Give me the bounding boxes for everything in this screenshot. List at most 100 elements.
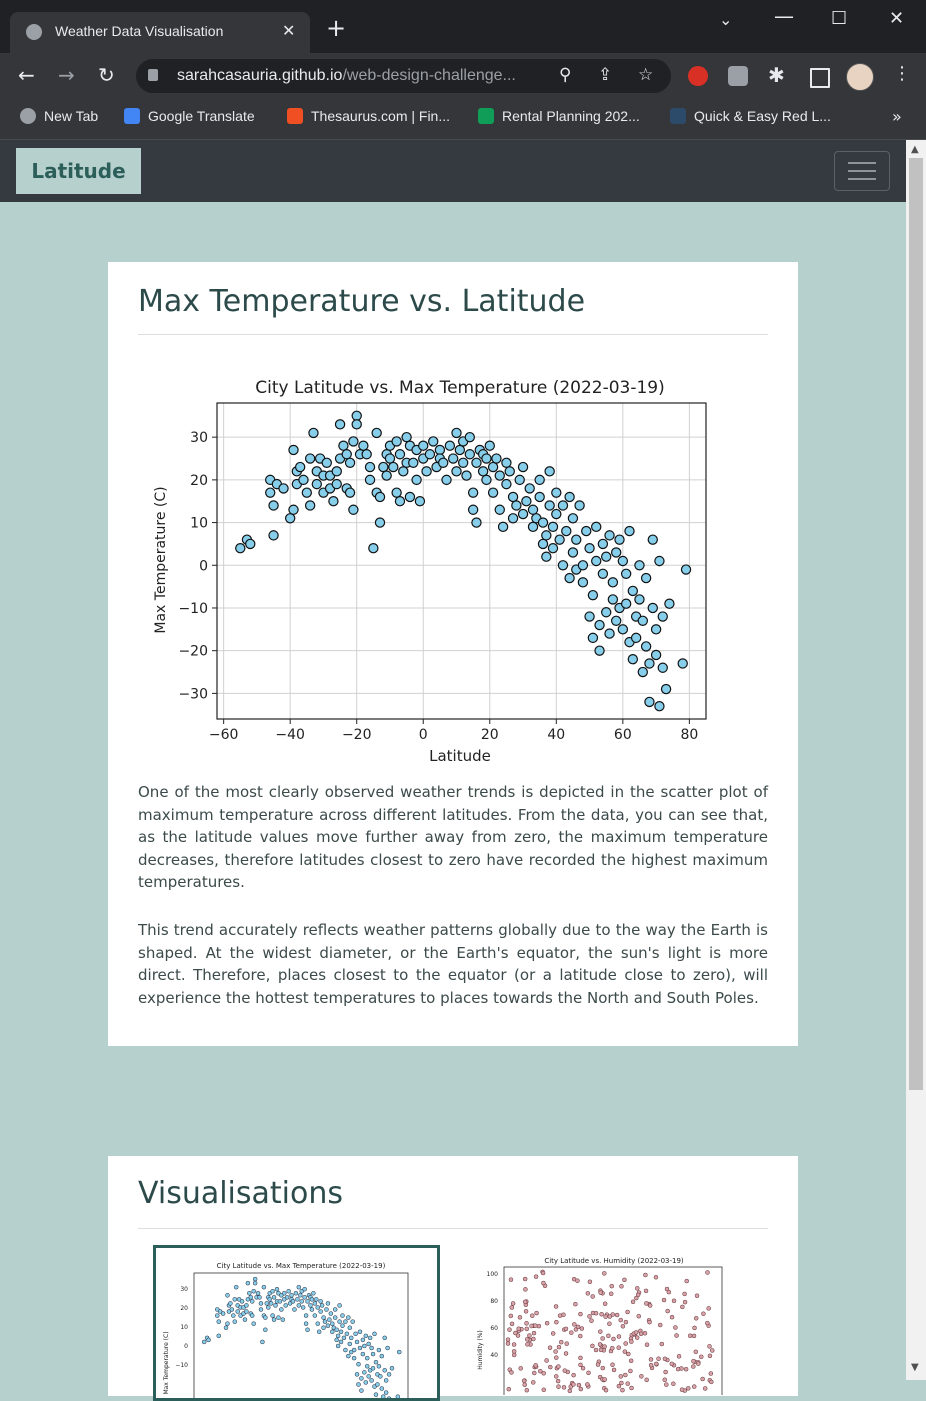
thumbnail-point <box>524 1337 530 1342</box>
thumbnail-point <box>541 1387 547 1393</box>
thumbnail-point <box>508 1313 514 1319</box>
adblock-extension-icon[interactable] <box>688 66 708 86</box>
x-tick-label: −20 <box>342 727 372 743</box>
data-point <box>441 474 452 486</box>
data-point <box>497 521 509 533</box>
share-icon[interactable]: ⇪ <box>598 65 613 85</box>
thumbnail-point <box>643 1272 648 1278</box>
thumbnail-point <box>511 1342 517 1347</box>
data-point <box>597 568 609 580</box>
bookmark-rental-planning[interactable]: Rental Planning 202... <box>478 108 640 124</box>
close-tab-icon[interactable]: ✕ <box>282 21 296 40</box>
data-point <box>527 521 539 533</box>
extension-icon[interactable] <box>728 66 748 86</box>
side-panel-icon[interactable] <box>810 68 830 88</box>
thumbnail-point <box>531 1336 536 1342</box>
thumbnail-point <box>335 1333 341 1339</box>
thumbnail-point <box>611 1336 616 1342</box>
thumbnail-point <box>693 1316 699 1321</box>
zoom-icon[interactable]: ⚲ <box>559 65 572 85</box>
thumbnail-point <box>682 1291 687 1297</box>
thumbnail-point <box>376 1347 382 1353</box>
thumbnail-point <box>699 1354 704 1360</box>
tab-search-icon[interactable]: ⌄ <box>719 10 733 29</box>
data-point <box>517 508 529 520</box>
scroll-down-arrow[interactable]: ▼ <box>911 1362 919 1373</box>
thumbnail-point <box>216 1333 221 1339</box>
data-point <box>351 419 362 430</box>
thumbnail-point <box>705 1270 710 1275</box>
data-point <box>677 658 688 669</box>
data-point <box>547 521 559 533</box>
puzzle-icon[interactable]: ✱ <box>768 63 785 87</box>
thumbnail-point <box>314 1297 319 1302</box>
thumbnail-point <box>332 1315 338 1320</box>
thumbnail-point <box>710 1348 715 1353</box>
new-tab-button[interactable]: + <box>326 14 347 42</box>
thumbnail-point <box>618 1317 623 1323</box>
thumbnail-point <box>523 1287 528 1292</box>
thumbnail-point <box>676 1354 682 1359</box>
address-bar[interactable]: sarahcasauria.github.io/web-design-chall… <box>136 59 671 93</box>
y-tick-label: −30 <box>178 686 208 702</box>
hamburger-menu-button[interactable] <box>834 151 890 191</box>
thumbnail-point <box>531 1380 536 1385</box>
page-scrollbar[interactable]: ▲ ▼ <box>906 140 926 1380</box>
thumbnail-point <box>589 1318 594 1323</box>
forward-icon[interactable]: → <box>58 63 75 87</box>
data-point <box>308 427 319 439</box>
data-point <box>394 496 406 507</box>
data-point <box>245 538 256 550</box>
bookmark-star-icon[interactable]: ☆ <box>638 65 654 85</box>
thumbnail-point <box>597 1342 603 1347</box>
thumbnail-point <box>338 1329 344 1335</box>
thumbnail-point <box>532 1370 537 1376</box>
bookmark-thesaurus[interactable]: Thesaurus.com | Fin... <box>287 108 450 124</box>
thumbnail-point <box>578 1333 583 1339</box>
thumbnail-point <box>701 1311 706 1316</box>
scroll-up-arrow[interactable]: ▲ <box>911 144 919 155</box>
thumbnail-point <box>620 1387 625 1393</box>
thumbnail-humidity[interactable]: City Latitude vs. Humidity (2022-03-19) … <box>468 1245 749 1395</box>
thumbnail-point <box>648 1357 654 1362</box>
close-window-button[interactable]: ✕ <box>889 8 905 29</box>
data-point <box>584 611 595 622</box>
page-title: Max Temperature vs. Latitude <box>138 284 586 319</box>
maximize-button[interactable]: ☐ <box>831 8 848 29</box>
data-point <box>288 444 299 456</box>
reload-icon[interactable]: ↻ <box>98 63 115 87</box>
thumbnail-point <box>599 1311 604 1317</box>
data-point <box>304 453 316 464</box>
thumbnail-point <box>303 1321 309 1326</box>
thumbnail-point <box>321 1325 326 1330</box>
thumbnail-point <box>509 1321 515 1327</box>
chart-title: City Latitude vs. Max Temperature (2022-… <box>255 378 665 398</box>
scrollbar-thumb[interactable] <box>909 158 923 1090</box>
data-point <box>637 615 648 626</box>
url-text: sarahcasauria.github.io/web-design-chall… <box>177 67 516 84</box>
bookmark-new-tab[interactable]: New Tab <box>20 108 98 124</box>
thumbnail-point <box>351 1347 357 1353</box>
thumbnail-point <box>385 1345 390 1351</box>
thumbnail-point <box>312 1301 318 1306</box>
data-point <box>471 517 482 528</box>
thumbnail-point <box>647 1319 652 1325</box>
thumbnail-point <box>370 1351 376 1357</box>
thumbnail-max-temp[interactable]: City Latitude vs. Max Temperature (2022-… <box>153 1245 440 1401</box>
bookmark-quick-easy[interactable]: Quick & Easy Red L... <box>670 108 831 124</box>
thumbnail-point <box>270 1288 275 1294</box>
bookmark-google-translate[interactable]: Google Translate <box>124 108 255 124</box>
navbar-brand[interactable]: Latitude <box>16 148 141 194</box>
more-bookmarks-icon[interactable]: » <box>892 107 902 126</box>
minimize-button[interactable]: — <box>774 4 794 28</box>
thumbnail-point <box>232 1319 238 1324</box>
back-icon[interactable]: ← <box>18 63 35 87</box>
browser-tab[interactable]: Weather Data Visualisation ✕ <box>10 12 310 53</box>
thumbnail-point <box>673 1325 678 1330</box>
data-point <box>358 440 369 451</box>
avatar[interactable] <box>846 63 874 91</box>
data-point <box>487 487 499 498</box>
menu-icon[interactable]: ⋮ <box>893 63 911 84</box>
thumbnail-point <box>531 1330 537 1336</box>
thumbnail-point <box>367 1335 373 1341</box>
